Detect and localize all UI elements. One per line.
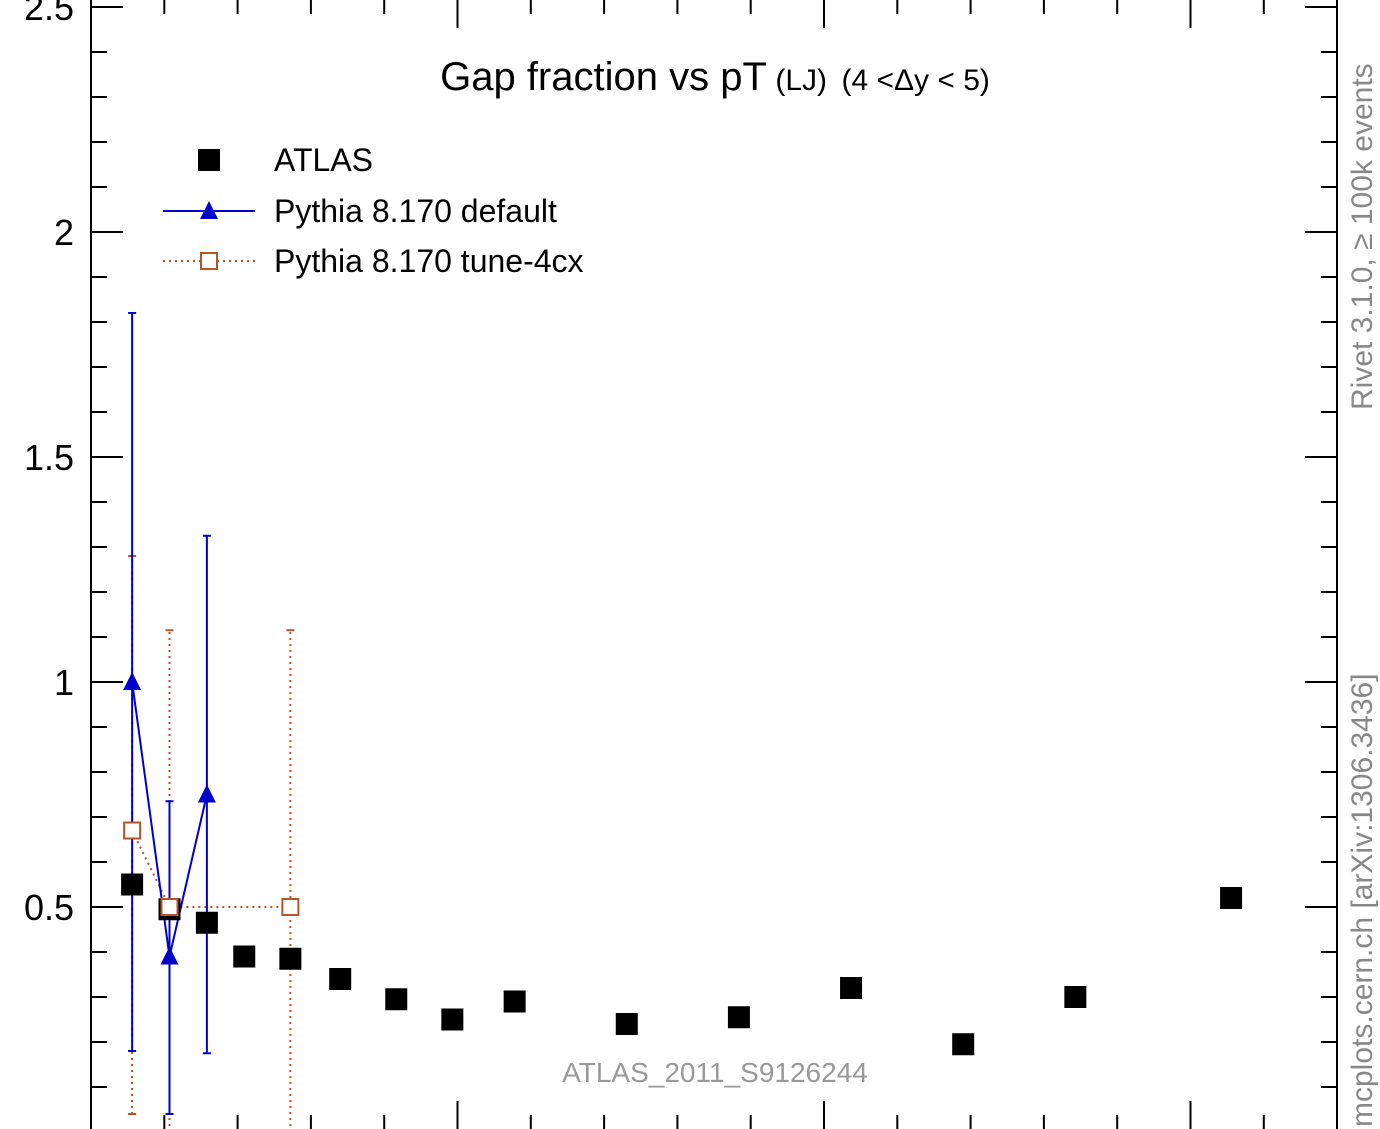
tick-marks — [91, 0, 1337, 1129]
y-tick-label: 2 — [54, 212, 74, 253]
data-point — [279, 947, 302, 970]
data-point — [198, 149, 220, 171]
y-tick-label: 1.5 — [24, 437, 74, 478]
data-point — [952, 1033, 975, 1056]
mcplots-source-label: mcplots.cern.ch [arXiv:1306.3436] — [1346, 673, 1379, 1127]
data-point — [1220, 887, 1243, 909]
data-point — [441, 1008, 464, 1031]
legend-entry-1: Pythia 8.170 default — [163, 193, 557, 229]
legend-label: ATLAS — [274, 142, 373, 178]
y-tick-label: 0.5 — [24, 887, 74, 928]
y-tick-label: 2.5 — [24, 0, 74, 28]
legend-entry-2: Pythia 8.170 tune-4cx — [163, 243, 584, 279]
data-point — [195, 911, 218, 934]
data-point — [123, 672, 142, 690]
data-point — [385, 988, 408, 1011]
y-tick-labels: 0.5 1 1.5 2 2.5 — [24, 0, 74, 928]
data-point — [200, 252, 218, 270]
data-point — [329, 968, 352, 990]
chart-title-main: Gap fraction vs pT — [440, 55, 767, 99]
data-point — [1064, 986, 1087, 1008]
legend-label: Pythia 8.170 tune-4cx — [274, 243, 584, 279]
chart-title-range: (4 <Δy < 5) — [841, 64, 989, 97]
data-point — [121, 873, 144, 896]
data-point — [123, 821, 142, 840]
data-point — [840, 977, 863, 999]
data-point — [281, 898, 300, 916]
data-point — [503, 990, 526, 1013]
y-tick-label: 1 — [54, 662, 74, 703]
legend: ATLAS Pythia 8.170 default Pythia 8.170 tu… — [163, 142, 584, 279]
analysis-watermark: ATLAS_2011_S9126244 — [562, 1057, 868, 1088]
data-point — [200, 201, 218, 219]
rivet-version-label: Rivet 3.1.0, ≥ 100k events — [1346, 63, 1379, 410]
data-point — [727, 1006, 750, 1029]
data-point — [160, 946, 179, 965]
markers-2 — [123, 821, 300, 916]
series-layer — [121, 312, 1243, 1129]
legend-label: Pythia 8.170 default — [274, 193, 557, 229]
chart-title: Gap fraction vs pT (LJ) (4 <Δy < 5) — [440, 55, 990, 99]
data-point — [615, 1013, 638, 1035]
data-point — [160, 898, 179, 916]
series-1 — [128, 312, 211, 1115]
data-point — [197, 784, 216, 803]
legend-entry-0: ATLAS — [198, 142, 373, 178]
data-point — [233, 945, 256, 968]
markers-1 — [123, 672, 216, 965]
series-line — [131, 830, 291, 908]
chart-title-sub: (LJ) — [775, 64, 827, 97]
